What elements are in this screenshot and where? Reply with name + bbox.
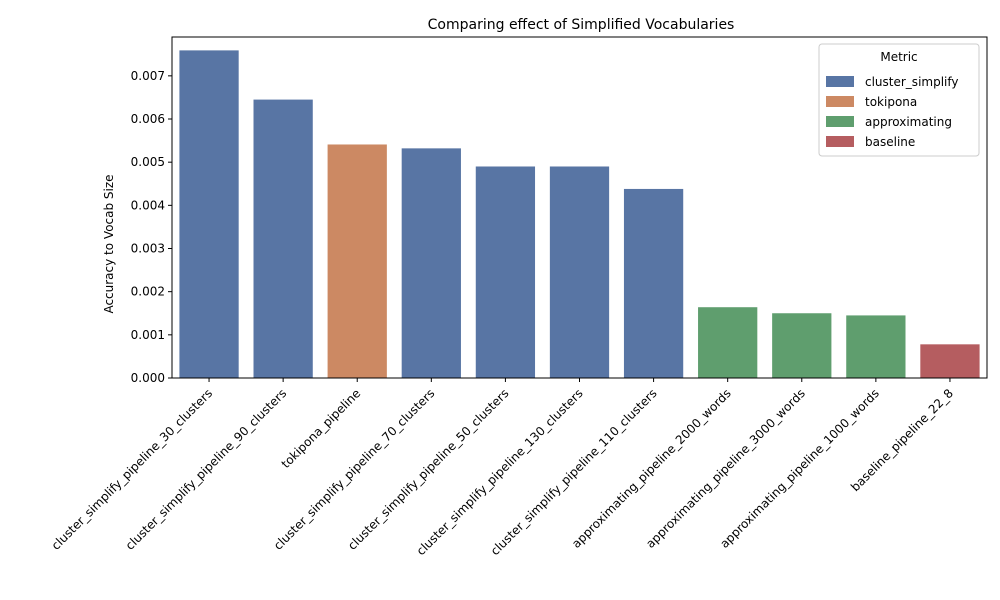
legend-swatch-tokipona [826,96,854,107]
legend-swatch-baseline [826,136,854,147]
y-tick-label: 0.006 [131,112,165,126]
legend-swatch-cluster_simplify [826,76,854,87]
bar-tokipona_pipeline [327,144,387,378]
y-axis-label: Accuracy to Vocab Size [102,174,116,313]
y-tick-label: 0.004 [131,198,165,212]
legend-title: Metric [880,50,917,64]
bar-cluster_simplify_pipeline_90_clusters [253,99,313,378]
y-tick-label: 0.001 [131,328,165,342]
y-tick-label: 0.000 [131,371,165,385]
bar-cluster_simplify_pipeline_130_clusters [549,166,610,378]
legend-box [818,43,980,157]
y-tick-label: 0.002 [131,285,165,299]
bar-baseline_pipeline_22_8 [920,344,980,378]
bar-approximating_pipeline_3000_words [772,313,832,378]
y-tick-label: 0.003 [131,242,165,256]
legend-label-tokipona: tokipona [865,95,917,109]
legend-label-approximating: approximating [865,115,952,129]
y-tick-label: 0.007 [131,69,165,83]
bar-approximating_pipeline_1000_words [846,315,906,378]
y-tick-label: 0.005 [131,155,165,169]
chart-title: Comparing effect of Simplified Vocabular… [428,17,735,33]
bar-cluster_simplify_pipeline_110_clusters [623,188,684,378]
bar-cluster_simplify_pipeline_70_clusters [401,148,461,378]
legend-label-cluster_simplify: cluster_simplify [865,75,959,89]
legend-swatch-approximating [826,116,854,127]
plot-frame [171,36,988,379]
legend: Metric cluster_simplify tokipona approximat… [818,43,980,157]
bar-cluster_simplify_pipeline_50_clusters [475,166,536,378]
bar-approximating_pipeline_2000_words [698,307,758,378]
bar-cluster_simplify_pipeline_30_clusters [179,50,239,378]
legend-label-baseline: baseline [865,135,915,149]
